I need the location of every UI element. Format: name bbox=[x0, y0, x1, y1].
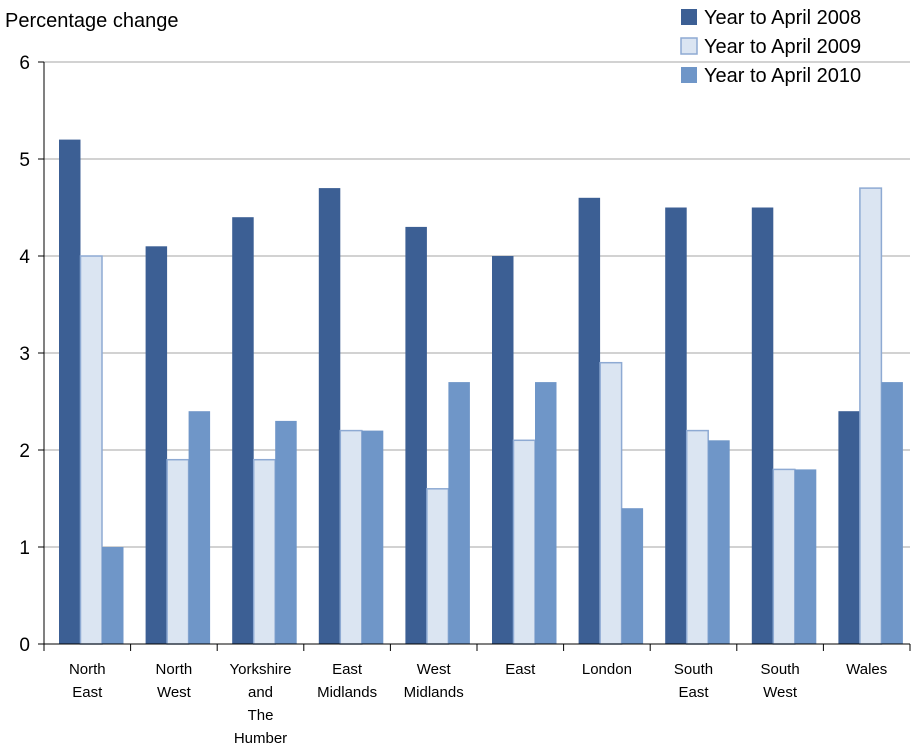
bar bbox=[492, 256, 514, 644]
legend-label: Year to April 2008 bbox=[704, 7, 861, 29]
y-tick-label: 0 bbox=[19, 635, 30, 656]
x-category-label: and bbox=[248, 684, 273, 701]
x-category-label: North bbox=[69, 661, 106, 678]
bar bbox=[166, 458, 190, 645]
x-category-labels: North East North West Yorkshire and The Humber E… bbox=[69, 661, 887, 747]
bars bbox=[59, 139, 903, 645]
bar bbox=[339, 429, 363, 645]
x-category-label: Humber bbox=[234, 730, 287, 747]
bar bbox=[405, 226, 427, 644]
bar bbox=[102, 547, 124, 644]
bar bbox=[881, 382, 903, 644]
bar bbox=[59, 139, 81, 644]
x-category-label: East bbox=[72, 684, 103, 701]
y-tick-label: 2 bbox=[19, 441, 30, 462]
bar bbox=[772, 468, 796, 645]
bar bbox=[232, 217, 254, 644]
bar bbox=[426, 488, 450, 645]
x-category-label: London bbox=[582, 661, 632, 678]
y-axis-label: Percentage change bbox=[5, 10, 178, 32]
x-category-label: East bbox=[505, 661, 536, 678]
bar bbox=[708, 440, 730, 644]
x-category-label: Midlands bbox=[404, 684, 464, 701]
bar bbox=[252, 458, 276, 645]
y-tick-label: 6 bbox=[19, 53, 30, 74]
x-category-label: West bbox=[763, 684, 798, 701]
y-tick-label: 1 bbox=[19, 538, 30, 559]
bar bbox=[535, 382, 557, 644]
legend-label: Year to April 2009 bbox=[704, 36, 861, 58]
x-category-label: East bbox=[678, 684, 709, 701]
bar bbox=[361, 430, 384, 644]
y-tick-label: 4 bbox=[19, 247, 30, 268]
bar bbox=[448, 382, 470, 644]
x-category-label: East bbox=[332, 661, 363, 678]
bar bbox=[621, 508, 644, 644]
legend-swatch bbox=[681, 67, 697, 83]
x-category-label: Wales bbox=[846, 661, 887, 678]
x-category-label: South bbox=[760, 661, 799, 678]
axes bbox=[38, 61, 911, 651]
legend-label: Year to April 2010 bbox=[704, 65, 861, 87]
bar bbox=[79, 255, 103, 645]
bar bbox=[685, 429, 709, 645]
legend: Year to April 2008 Year to April 2009 Year… bbox=[680, 7, 861, 87]
y-tick-label: 3 bbox=[19, 344, 30, 365]
bar bbox=[275, 420, 297, 644]
x-category-label: Yorkshire bbox=[230, 661, 292, 678]
bar bbox=[599, 361, 623, 645]
bar bbox=[318, 188, 341, 644]
x-category-label: The bbox=[248, 707, 274, 724]
x-category-label: Midlands bbox=[317, 684, 377, 701]
y-tick-labels: 0 1 2 3 4 5 6 bbox=[19, 53, 30, 656]
bar bbox=[145, 246, 168, 645]
bar bbox=[188, 411, 211, 644]
x-category-label: South bbox=[674, 661, 713, 678]
bar bbox=[578, 197, 601, 645]
bar bbox=[794, 469, 817, 644]
x-category-label: North bbox=[156, 661, 193, 678]
bar bbox=[751, 207, 774, 644]
x-category-label: West bbox=[157, 684, 192, 701]
y-tick-label: 5 bbox=[19, 150, 30, 171]
legend-swatch bbox=[680, 37, 698, 55]
bar bbox=[838, 411, 860, 644]
x-category-label: West bbox=[417, 661, 452, 678]
bar bbox=[512, 439, 536, 645]
legend-swatch bbox=[681, 9, 697, 25]
bar bbox=[665, 207, 687, 644]
bar bbox=[859, 187, 883, 645]
